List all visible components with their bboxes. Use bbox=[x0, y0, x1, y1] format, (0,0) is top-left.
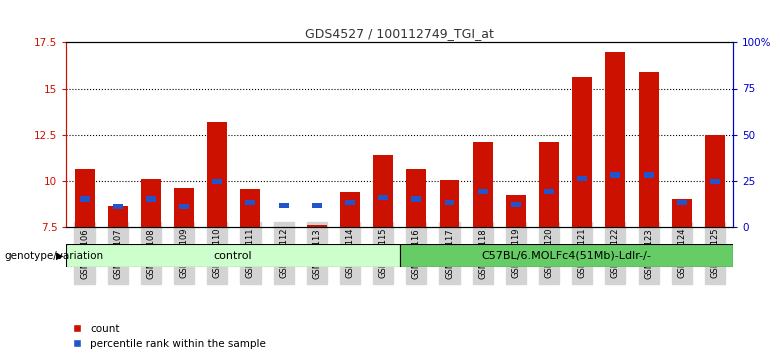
Text: C57BL/6.MOLFc4(51Mb)-Ldlr-/-: C57BL/6.MOLFc4(51Mb)-Ldlr-/- bbox=[481, 251, 651, 261]
Bar bbox=[146, 196, 156, 201]
Bar bbox=[411, 196, 421, 201]
Bar bbox=[212, 179, 222, 184]
Bar bbox=[278, 203, 289, 208]
Bar bbox=[445, 200, 455, 205]
Bar bbox=[240, 189, 261, 227]
Bar bbox=[440, 179, 459, 227]
Bar bbox=[340, 192, 360, 227]
Bar bbox=[75, 170, 94, 227]
Bar bbox=[677, 200, 686, 205]
Bar bbox=[66, 244, 399, 267]
Bar bbox=[477, 189, 488, 194]
Legend: count, percentile rank within the sample: count, percentile rank within the sample bbox=[72, 324, 266, 349]
Bar bbox=[473, 142, 493, 227]
Bar bbox=[307, 225, 327, 227]
Bar bbox=[373, 155, 393, 227]
Text: control: control bbox=[214, 251, 253, 261]
Bar bbox=[141, 179, 161, 227]
Bar bbox=[506, 195, 526, 227]
Bar bbox=[544, 189, 554, 194]
Bar bbox=[378, 195, 388, 200]
Text: ▶: ▶ bbox=[56, 251, 64, 261]
Bar bbox=[179, 204, 189, 209]
Bar bbox=[80, 196, 90, 201]
Bar bbox=[113, 204, 122, 209]
Bar bbox=[605, 52, 626, 227]
Bar bbox=[573, 78, 592, 227]
Bar bbox=[539, 142, 559, 227]
Bar bbox=[639, 72, 658, 227]
Bar bbox=[577, 176, 587, 181]
Bar bbox=[207, 122, 227, 227]
Bar bbox=[672, 199, 692, 227]
Bar bbox=[312, 203, 322, 208]
Bar bbox=[644, 172, 654, 178]
Bar bbox=[174, 188, 194, 227]
Bar bbox=[511, 202, 521, 207]
Bar bbox=[399, 244, 733, 267]
Bar bbox=[406, 170, 427, 227]
Bar bbox=[611, 172, 620, 178]
Bar bbox=[108, 206, 128, 227]
Text: genotype/variation: genotype/variation bbox=[4, 251, 103, 261]
Title: GDS4527 / 100112749_TGI_at: GDS4527 / 100112749_TGI_at bbox=[305, 27, 495, 40]
Bar bbox=[345, 200, 355, 205]
Bar bbox=[246, 200, 255, 205]
Bar bbox=[705, 135, 725, 227]
Bar bbox=[710, 179, 720, 184]
